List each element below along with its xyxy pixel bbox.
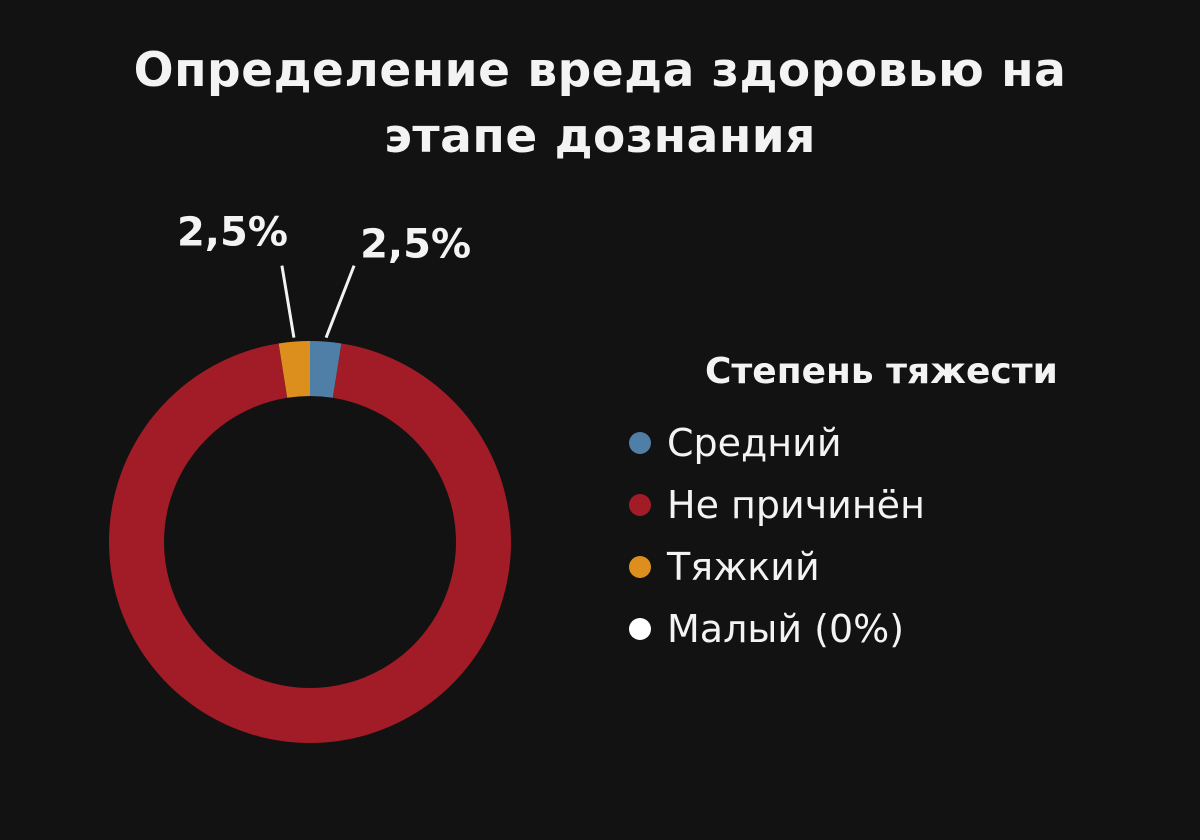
legend-marker [629,618,651,640]
donut-slice-2 [278,341,310,398]
legend-title: Степень тяжести [705,351,1058,392]
legend-label: Малый (0%) [667,607,905,651]
data-label-0: 2,5% [360,222,471,268]
legend-item-tyazhkij: Тяжкий [627,536,1058,598]
leader-line-2 [280,265,296,338]
legend-marker [629,556,651,578]
legend-label: Не причинён [667,483,925,527]
data-label-2: 2,5% [177,210,288,256]
legend-item-malyj: Малый (0%) [627,598,1058,660]
legend-marker [629,432,651,454]
legend-label: Средний [667,421,842,465]
donut-slice-0 [310,341,342,398]
donut-slice-1 [108,343,511,743]
chart-title: Определение вреда здоровью на этапе дозн… [0,38,1200,170]
legend-item-ne-prichinen: Не причинён [627,474,1058,536]
legend: Степень тяжести Средний Не причинён Тяжк… [627,342,1058,660]
legend-item-srednij: Средний [627,412,1058,474]
legend-label: Тяжкий [667,545,820,589]
leader-line-0 [324,265,356,339]
legend-marker [629,494,651,516]
chart-title-line-2: этапе дознания [384,109,816,164]
chart-title-line-1: Определение вреда здоровью на [133,43,1067,98]
